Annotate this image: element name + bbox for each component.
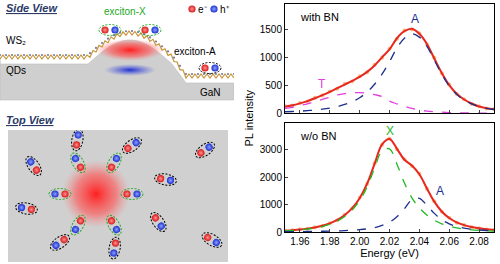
svg-text:2.02: 2.02 (380, 236, 400, 247)
svg-text:Top View: Top View (6, 114, 55, 126)
svg-text:2.08: 2.08 (469, 236, 489, 247)
svg-text:A: A (411, 12, 419, 26)
svg-text:exciton-X: exciton-X (104, 6, 146, 17)
svg-text:GaN: GaN (200, 87, 221, 98)
svg-text:0: 0 (276, 108, 282, 119)
svg-text:h⁺: h⁺ (220, 4, 230, 15)
svg-text:1500: 1500 (260, 24, 283, 35)
svg-text:1.96: 1.96 (290, 236, 310, 247)
svg-text:WS₂: WS₂ (6, 35, 26, 46)
svg-text:500: 500 (265, 80, 282, 91)
svg-text:X: X (386, 124, 394, 138)
svg-text:Side View: Side View (6, 2, 58, 14)
svg-text:QDs: QDs (6, 65, 26, 76)
svg-text:2.00: 2.00 (350, 236, 370, 247)
svg-text:0: 0 (276, 227, 282, 238)
svg-text:e⁻: e⁻ (198, 4, 208, 15)
svg-text:2.06: 2.06 (439, 236, 459, 247)
svg-text:1.98: 1.98 (320, 236, 340, 247)
svg-text:1000: 1000 (260, 52, 283, 63)
svg-text:2.04: 2.04 (410, 236, 430, 247)
svg-text:T: T (318, 77, 326, 91)
svg-text:3000: 3000 (260, 144, 283, 155)
svg-text:w/o BN: w/o BN (300, 130, 337, 142)
svg-text:Energy (eV): Energy (eV) (360, 247, 419, 259)
svg-text:with BN: with BN (300, 11, 339, 23)
svg-text:exciton-A: exciton-A (174, 46, 216, 57)
svg-text:A: A (436, 184, 444, 198)
svg-text:1000: 1000 (260, 199, 283, 210)
svg-text:PL intensity: PL intensity (243, 90, 255, 147)
svg-text:2000: 2000 (260, 172, 283, 183)
